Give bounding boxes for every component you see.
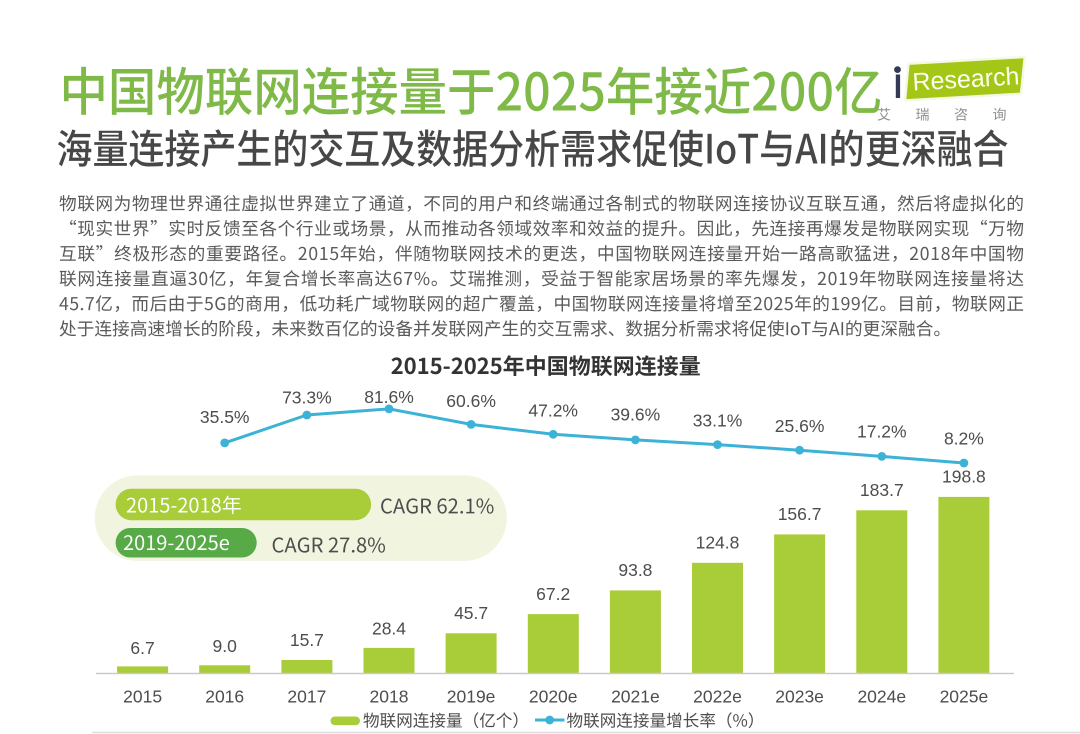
svg-text:2019e: 2019e — [447, 686, 496, 706]
svg-text:60.6%: 60.6% — [446, 391, 496, 411]
svg-text:25.6%: 25.6% — [775, 416, 825, 436]
svg-text:47.2%: 47.2% — [528, 400, 578, 420]
svg-text:2021e: 2021e — [611, 686, 660, 706]
svg-text:93.8: 93.8 — [618, 560, 652, 580]
svg-text:156.7: 156.7 — [778, 504, 822, 524]
svg-text:17.2%: 17.2% — [857, 422, 907, 442]
svg-text:67.2: 67.2 — [536, 584, 570, 604]
svg-text:2022e: 2022e — [693, 686, 742, 706]
svg-text:2017: 2017 — [287, 686, 326, 706]
svg-text:28.4: 28.4 — [372, 619, 406, 639]
svg-text:81.6%: 81.6% — [364, 387, 414, 407]
svg-text:183.7: 183.7 — [860, 480, 904, 500]
svg-text:9.0: 9.0 — [213, 636, 238, 656]
svg-text:2016: 2016 — [205, 686, 244, 706]
svg-text:2020e: 2020e — [529, 686, 578, 706]
svg-text:35.5%: 35.5% — [200, 407, 250, 427]
svg-text:6.7: 6.7 — [130, 638, 154, 658]
svg-text:73.3%: 73.3% — [282, 387, 332, 407]
svg-text:8.2%: 8.2% — [944, 428, 984, 448]
svg-text:Research: Research — [912, 62, 1020, 96]
svg-text:124.8: 124.8 — [696, 533, 740, 553]
svg-text:45.7: 45.7 — [454, 603, 488, 623]
svg-text:2015: 2015 — [123, 686, 162, 706]
svg-text:2018: 2018 — [370, 686, 409, 706]
svg-text:198.8: 198.8 — [942, 467, 986, 487]
svg-text:39.6%: 39.6% — [611, 405, 661, 425]
svg-text:15.7: 15.7 — [290, 630, 324, 650]
svg-text:2024e: 2024e — [857, 686, 906, 706]
svg-text:33.1%: 33.1% — [693, 410, 743, 430]
svg-text:2025e: 2025e — [940, 686, 989, 706]
svg-text:2023e: 2023e — [775, 686, 824, 706]
